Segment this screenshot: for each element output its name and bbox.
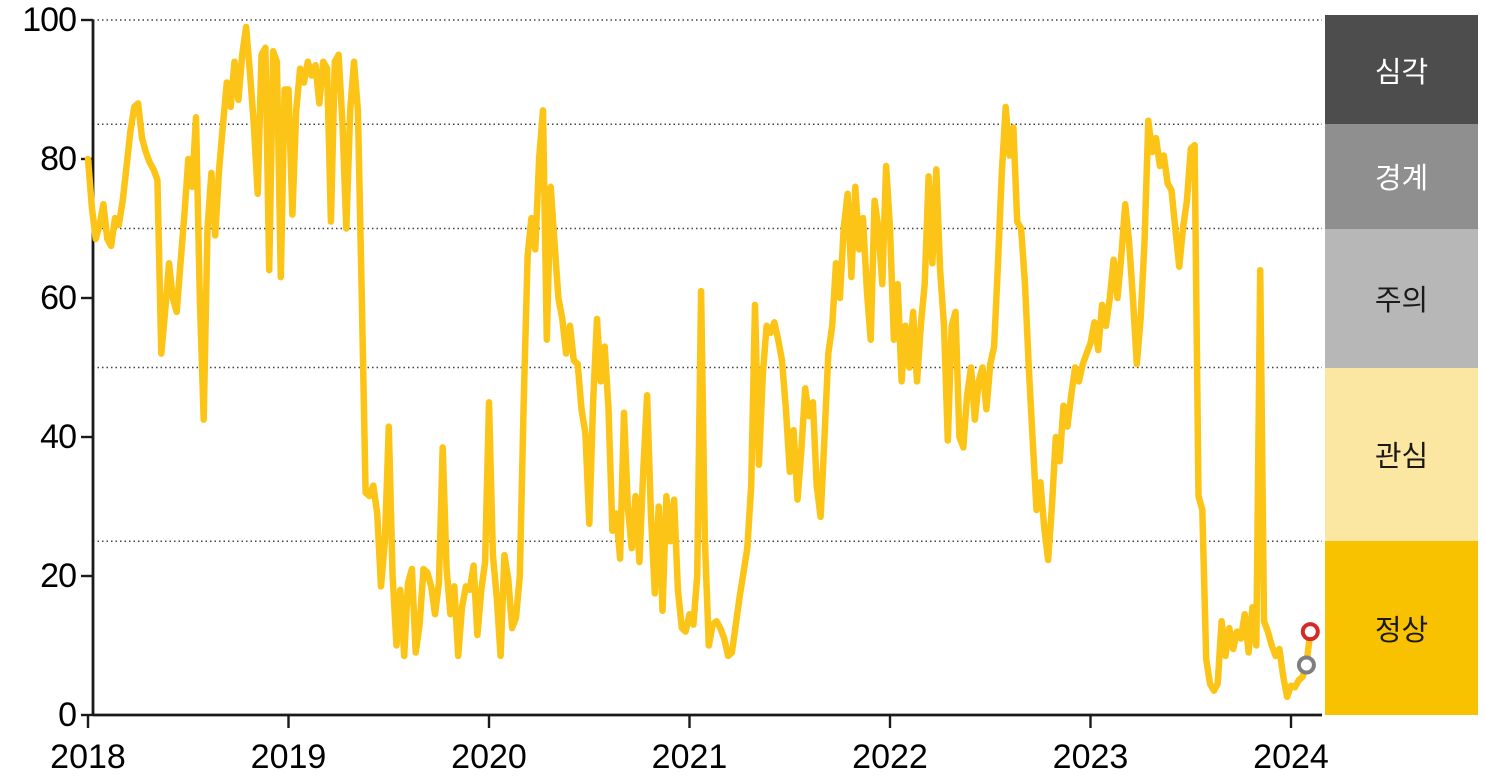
x-tick-label: 2019 bbox=[250, 738, 327, 776]
legend-band-alert: 경계 bbox=[1325, 124, 1478, 229]
legend-band-label: 관심 bbox=[1374, 441, 1429, 474]
x-tick-label: 2021 bbox=[651, 738, 728, 776]
legend-band-attention: 관심 bbox=[1325, 367, 1478, 542]
legend-band-normal: 정상 bbox=[1325, 541, 1478, 715]
x-tick-label: 2023 bbox=[1052, 738, 1129, 776]
y-tick-label: 0 bbox=[58, 696, 77, 734]
legend-band-caution: 주의 bbox=[1325, 228, 1478, 368]
previous-value-marker bbox=[1296, 655, 1316, 675]
legend-band-label: 주의 bbox=[1374, 285, 1429, 317]
x-tick-label: 2024 bbox=[1253, 738, 1329, 776]
x-tick-label: 2018 bbox=[50, 738, 126, 776]
legend-band-label: 정상 bbox=[1374, 615, 1429, 648]
y-tick-label: 20 bbox=[40, 557, 77, 595]
legend-band-label: 경계 bbox=[1374, 163, 1429, 196]
risk-index-series-line bbox=[84, 23, 1314, 701]
legend-band-severe: 심각 bbox=[1325, 15, 1478, 125]
y-tick-label: 40 bbox=[40, 418, 77, 456]
latest-value-marker bbox=[1300, 622, 1320, 642]
x-tick-label: 2020 bbox=[451, 738, 527, 776]
y-tick-label: 100 bbox=[22, 1, 77, 39]
legend-band-label: 심각 bbox=[1374, 56, 1429, 89]
x-tick-label: 2022 bbox=[852, 738, 928, 776]
risk-level-legend: 심각 경계 주의 관심 정상 bbox=[1325, 0, 1478, 780]
y-tick-label: 60 bbox=[40, 279, 77, 317]
y-tick-label: 80 bbox=[40, 140, 77, 178]
